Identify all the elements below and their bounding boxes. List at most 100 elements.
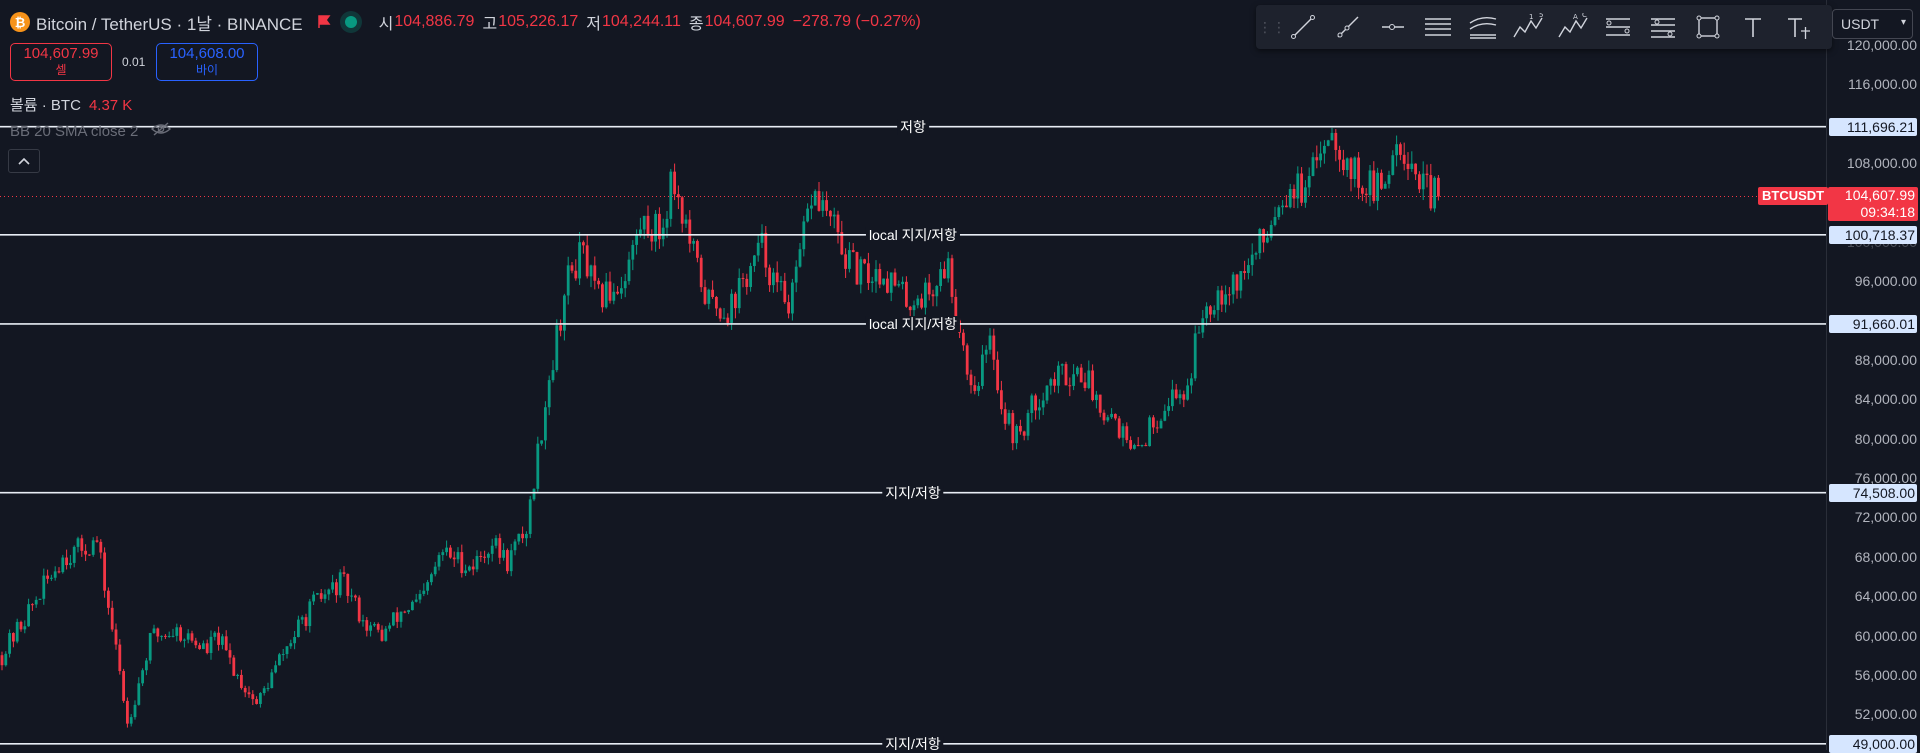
symbol-title[interactable]: Bitcoin / TetherUS · 1날 · BINANCE [36, 14, 303, 34]
candle-body [1098, 394, 1102, 413]
parallel-channel-icon [1423, 13, 1453, 41]
bitcoin-icon: ₿ [10, 12, 30, 32]
candle-body [323, 594, 327, 599]
candle-body [1007, 413, 1011, 424]
candle-body [1038, 407, 1041, 411]
sell-button[interactable]: 104,607.99 셀 [10, 43, 112, 81]
candle-body [631, 244, 635, 260]
date-range-tool[interactable] [1595, 5, 1640, 49]
candle-body [851, 250, 855, 253]
text-tool[interactable] [1730, 5, 1775, 49]
candle-body [319, 593, 323, 599]
candle-body [183, 639, 186, 641]
candle-body [1323, 145, 1326, 154]
candle-body [1087, 370, 1091, 388]
candle-body [365, 620, 369, 631]
bollinger-legend[interactable]: BB 20 SMA close 2 [10, 121, 172, 141]
candle-body [1254, 253, 1258, 255]
level-label[interactable]: 저항 [897, 118, 929, 135]
candle-body [798, 249, 802, 267]
candle-body [395, 612, 399, 622]
parallel-channel-tool[interactable] [1415, 5, 1460, 49]
candle-body [1083, 382, 1087, 388]
candle-body [908, 306, 912, 311]
candle-body [403, 611, 407, 613]
candle-body [1041, 400, 1045, 408]
close-value: 104,607.99 [704, 13, 785, 30]
price-tick-label: 76,000.00 [1854, 470, 1917, 487]
candle-body [696, 241, 699, 258]
candle-body [190, 633, 194, 641]
candle-body [1212, 310, 1216, 315]
candle-body [783, 280, 787, 303]
chart-area[interactable]: 저항 local 지지/저항 local 지지/저항 지지/저항 지지/저항 [0, 0, 1826, 750]
candle-body [80, 538, 84, 551]
level-label[interactable]: 지지/저항 [882, 484, 944, 501]
level-label[interactable]: local 지지/저항 [865, 315, 961, 332]
candle-body [1235, 274, 1239, 291]
candle-body [1437, 177, 1440, 197]
trend-line-tool[interactable] [1280, 5, 1325, 49]
candle-body [1003, 409, 1007, 424]
bollinger-label: BB 20 SMA close 2 [10, 122, 139, 140]
candle-body [418, 593, 422, 600]
level-label[interactable]: local 지지/저항 [865, 226, 961, 243]
text-note-tool[interactable] [1775, 5, 1820, 49]
candle-body [1174, 389, 1178, 399]
candle-body [1380, 172, 1383, 189]
candle-body [354, 595, 357, 598]
candle-body [848, 250, 851, 269]
candle-body [468, 566, 471, 571]
candle-body [551, 370, 555, 381]
candle-body [167, 636, 171, 638]
candle-body [399, 611, 403, 622]
rectangle-icon [1694, 13, 1722, 41]
price-axis[interactable]: 120,000.00116,000.00112,000.00108,000.00… [1826, 0, 1920, 753]
candle-body [886, 278, 889, 293]
candle-body [1114, 413, 1117, 419]
candle-body [981, 354, 984, 386]
volume-legend[interactable]: 볼륨 · BTC 4.37 K [10, 94, 132, 115]
buy-button[interactable]: 104,608.00 바이 [156, 43, 258, 81]
candle-body [699, 257, 703, 288]
collapse-legend-button[interactable] [8, 149, 40, 173]
candle-body [996, 359, 999, 391]
symbol-legend[interactable]: ₿ Bitcoin / TetherUS · 1날 · BINANCE 시 10… [10, 11, 921, 34]
candle-body [1060, 364, 1064, 366]
candle-body [1152, 417, 1155, 428]
candle-body [490, 545, 494, 554]
candle-body [369, 625, 372, 631]
drag-handle-icon[interactable]: ⋮⋮ [1258, 18, 1286, 35]
candle-countdown: 09:34:18 [1860, 204, 1916, 221]
candle-body [1311, 157, 1315, 176]
candle-body [585, 245, 589, 277]
regression-trend-tool[interactable] [1460, 5, 1505, 49]
rectangle-tool[interactable] [1685, 5, 1730, 49]
candle-body [920, 298, 923, 308]
candle-body [483, 556, 486, 558]
sell-label: 셀 [55, 63, 67, 77]
trend-line-icon [1289, 13, 1317, 41]
candle-body [164, 635, 167, 637]
candle-body [768, 267, 771, 286]
candlestick-chart[interactable] [0, 0, 1826, 750]
candle-body [547, 380, 551, 408]
level-label[interactable]: 지지/저항 [882, 735, 944, 750]
price-range-tool[interactable] [1640, 5, 1685, 49]
eye-hidden-icon[interactable] [150, 121, 172, 141]
candle-body [236, 674, 239, 676]
candle-body [517, 533, 521, 542]
horizontal-ray-tool[interactable] [1370, 5, 1415, 49]
flag-icon[interactable] [317, 15, 331, 29]
candle-body [1383, 183, 1387, 189]
candle-body [34, 599, 38, 605]
candle-body [1406, 163, 1410, 169]
candle-body [107, 590, 110, 608]
currency-select[interactable]: USDT ▾ [1832, 9, 1913, 39]
ray-tool[interactable] [1325, 5, 1370, 49]
candle-body [262, 688, 266, 694]
